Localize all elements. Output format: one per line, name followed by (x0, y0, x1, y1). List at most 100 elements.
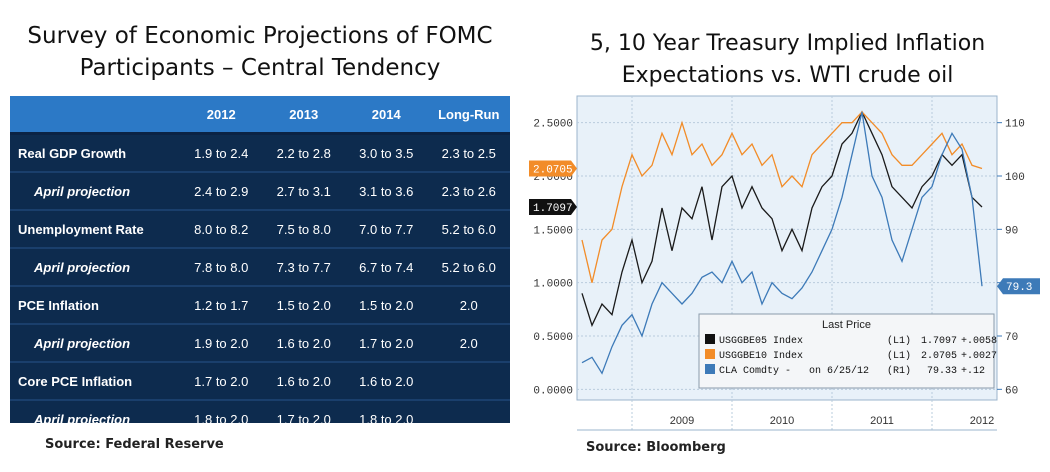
legend-swatch (705, 364, 715, 374)
cell: 1.9 to 2.4 (180, 132, 263, 172)
series-line (581, 111, 983, 375)
right-tick-label: 70 (1005, 332, 1018, 344)
cell: 5.2 to 6.0 (427, 247, 510, 286)
table-row: Unemployment Rate 8.0 to 8.2 7.5 to 8.0 … (10, 209, 510, 248)
legend-change: +.0058 (961, 336, 997, 347)
last-tag-5y-label: 1.7097 (533, 203, 573, 215)
x-tick-label: 2012 (970, 415, 994, 427)
legend-change: +.12 (961, 366, 985, 377)
left-tick-label: 0.5000 (533, 332, 573, 344)
cell: 7.0 to 7.7 (345, 209, 428, 248)
cell: 1.5 to 2.0 (345, 285, 428, 324)
series-line (581, 110, 983, 328)
cell: 1.2 to 1.7 (180, 285, 263, 324)
left-tick-label: 0.0000 (533, 385, 573, 397)
cell: 1.7 to 2.0 (345, 323, 428, 362)
table-row: Real GDP Growth 1.9 to 2.4 2.2 to 2.8 3.… (10, 132, 510, 172)
cell: 1.9 to 2.0 (180, 323, 263, 362)
header-long-run: Long-Run (427, 96, 510, 135)
left-tick-label: 2.5000 (533, 119, 573, 131)
legend-axis: (L1) (887, 350, 911, 362)
table-source: Source: Federal Reserve (45, 437, 224, 452)
table-title-line2: Participants – Central Tendency (79, 55, 441, 81)
row-label: Core PCE Inflation (10, 361, 180, 400)
cell: 1.8 to 2.0 (345, 399, 428, 437)
x-tick-label: 2010 (770, 415, 794, 427)
legend-extra: on 6/25/12 (809, 365, 869, 377)
cell: 2.0 (427, 323, 510, 362)
cell: 2.3 to 2.5 (427, 132, 510, 172)
header-label (10, 96, 180, 135)
x-tick-label: 2011 (870, 415, 894, 427)
cell: 1.7 to 2.0 (180, 361, 263, 400)
legend-axis: (L1) (887, 335, 911, 347)
last-tag-oil (997, 278, 1040, 295)
legend-last: 79.33 (927, 366, 957, 377)
legend-ticker: USGGBE05 Index (719, 335, 803, 347)
legend-change: +.0027 (961, 351, 997, 362)
cell: 1.6 to 2.0 (262, 361, 345, 400)
row-label: April projection (10, 399, 180, 437)
cell: 8.0 to 8.2 (180, 209, 263, 248)
chart-title: 5, 10 Year Treasury Implied Inflation Ex… (525, 28, 1050, 92)
cell: 1.7 to 2.0 (262, 399, 345, 437)
last-tag-10y (529, 160, 577, 177)
cell: 7.5 to 8.0 (262, 209, 345, 248)
table-row: April projection 7.8 to 8.0 7.3 to 7.7 6… (10, 247, 510, 286)
right-tick-label: 110 (1005, 119, 1025, 131)
cell: 2.7 to 3.1 (262, 171, 345, 210)
header-2014: 2014 (345, 96, 428, 135)
row-label: April projection (10, 247, 180, 286)
last-tag-10y-label: 2.0705 (533, 164, 573, 176)
cell: 1.5 to 2.0 (262, 285, 345, 324)
cell: 7.3 to 7.7 (262, 247, 345, 286)
left-tick-label: 1.0000 (533, 279, 573, 291)
inflation-vs-oil-chart: 0.00000.50001.00001.50002.00002.50006070… (527, 92, 1042, 432)
cell: 2.0 (427, 285, 510, 324)
chart-source: Source: Bloomberg (586, 440, 726, 455)
table-title: Survey of Economic Projections of FOMC P… (0, 20, 520, 84)
chart-title-line1: 5, 10 Year Treasury Implied Inflation (589, 31, 986, 56)
cell: 1.6 to 2.0 (262, 323, 345, 362)
cell: 7.8 to 8.0 (180, 247, 263, 286)
row-label: April projection (10, 323, 180, 362)
series-line (581, 111, 983, 283)
cell: 2.2 to 2.8 (262, 132, 345, 172)
cell: 2.3 to 2.6 (427, 171, 510, 210)
header-2013: 2013 (262, 96, 345, 135)
cell (427, 361, 510, 400)
legend-ticker: USGGBE10 Index (719, 350, 803, 362)
row-label: PCE Inflation (10, 285, 180, 324)
table-row: April projection 1.9 to 2.0 1.6 to 2.0 1… (10, 323, 510, 362)
table-header-row: 2012 2013 2014 Long-Run (10, 96, 510, 135)
cell: 6.7 to 7.4 (345, 247, 428, 286)
legend-box (698, 313, 995, 389)
row-label: Unemployment Rate (10, 209, 180, 248)
header-2012: 2012 (180, 96, 263, 135)
legend-swatch (705, 349, 715, 359)
cell: 1.6 to 2.0 (345, 361, 428, 400)
table-row: April projection 2.4 to 2.9 2.7 to 3.1 3… (10, 171, 510, 210)
table-title-line1: Survey of Economic Projections of FOMC (27, 23, 493, 49)
cell: 3.0 to 3.5 (345, 132, 428, 172)
cell: 3.1 to 3.6 (345, 171, 428, 210)
table-row: April projection 1.8 to 2.0 1.7 to 2.0 1… (10, 399, 510, 437)
legend-last: 2.0705 (921, 351, 957, 362)
row-label: Real GDP Growth (10, 132, 180, 172)
right-tick-label: 90 (1005, 225, 1018, 237)
row-label: April projection (10, 171, 180, 210)
last-tag-5y (529, 198, 577, 215)
cell: 5.2 to 6.0 (427, 209, 510, 248)
legend-ticker: CLA Comdty - (719, 365, 791, 377)
table-row: Core PCE Inflation 1.7 to 2.0 1.6 to 2.0… (10, 361, 510, 400)
projections-table: 2012 2013 2014 Long-Run Real GDP Growth … (10, 96, 510, 437)
legend-swatch (705, 334, 715, 344)
cell: 1.8 to 2.0 (180, 399, 263, 437)
last-tag-oil-label: 79.3 (1006, 282, 1032, 294)
legend-axis: (R1) (887, 365, 911, 377)
legend-title: Last Price (822, 319, 871, 331)
table-row: PCE Inflation 1.2 to 1.7 1.5 to 2.0 1.5 … (10, 285, 510, 324)
left-tick-label: 1.5000 (533, 225, 573, 237)
x-tick-label: 2009 (670, 415, 694, 427)
right-tick-label: 60 (1005, 385, 1018, 397)
